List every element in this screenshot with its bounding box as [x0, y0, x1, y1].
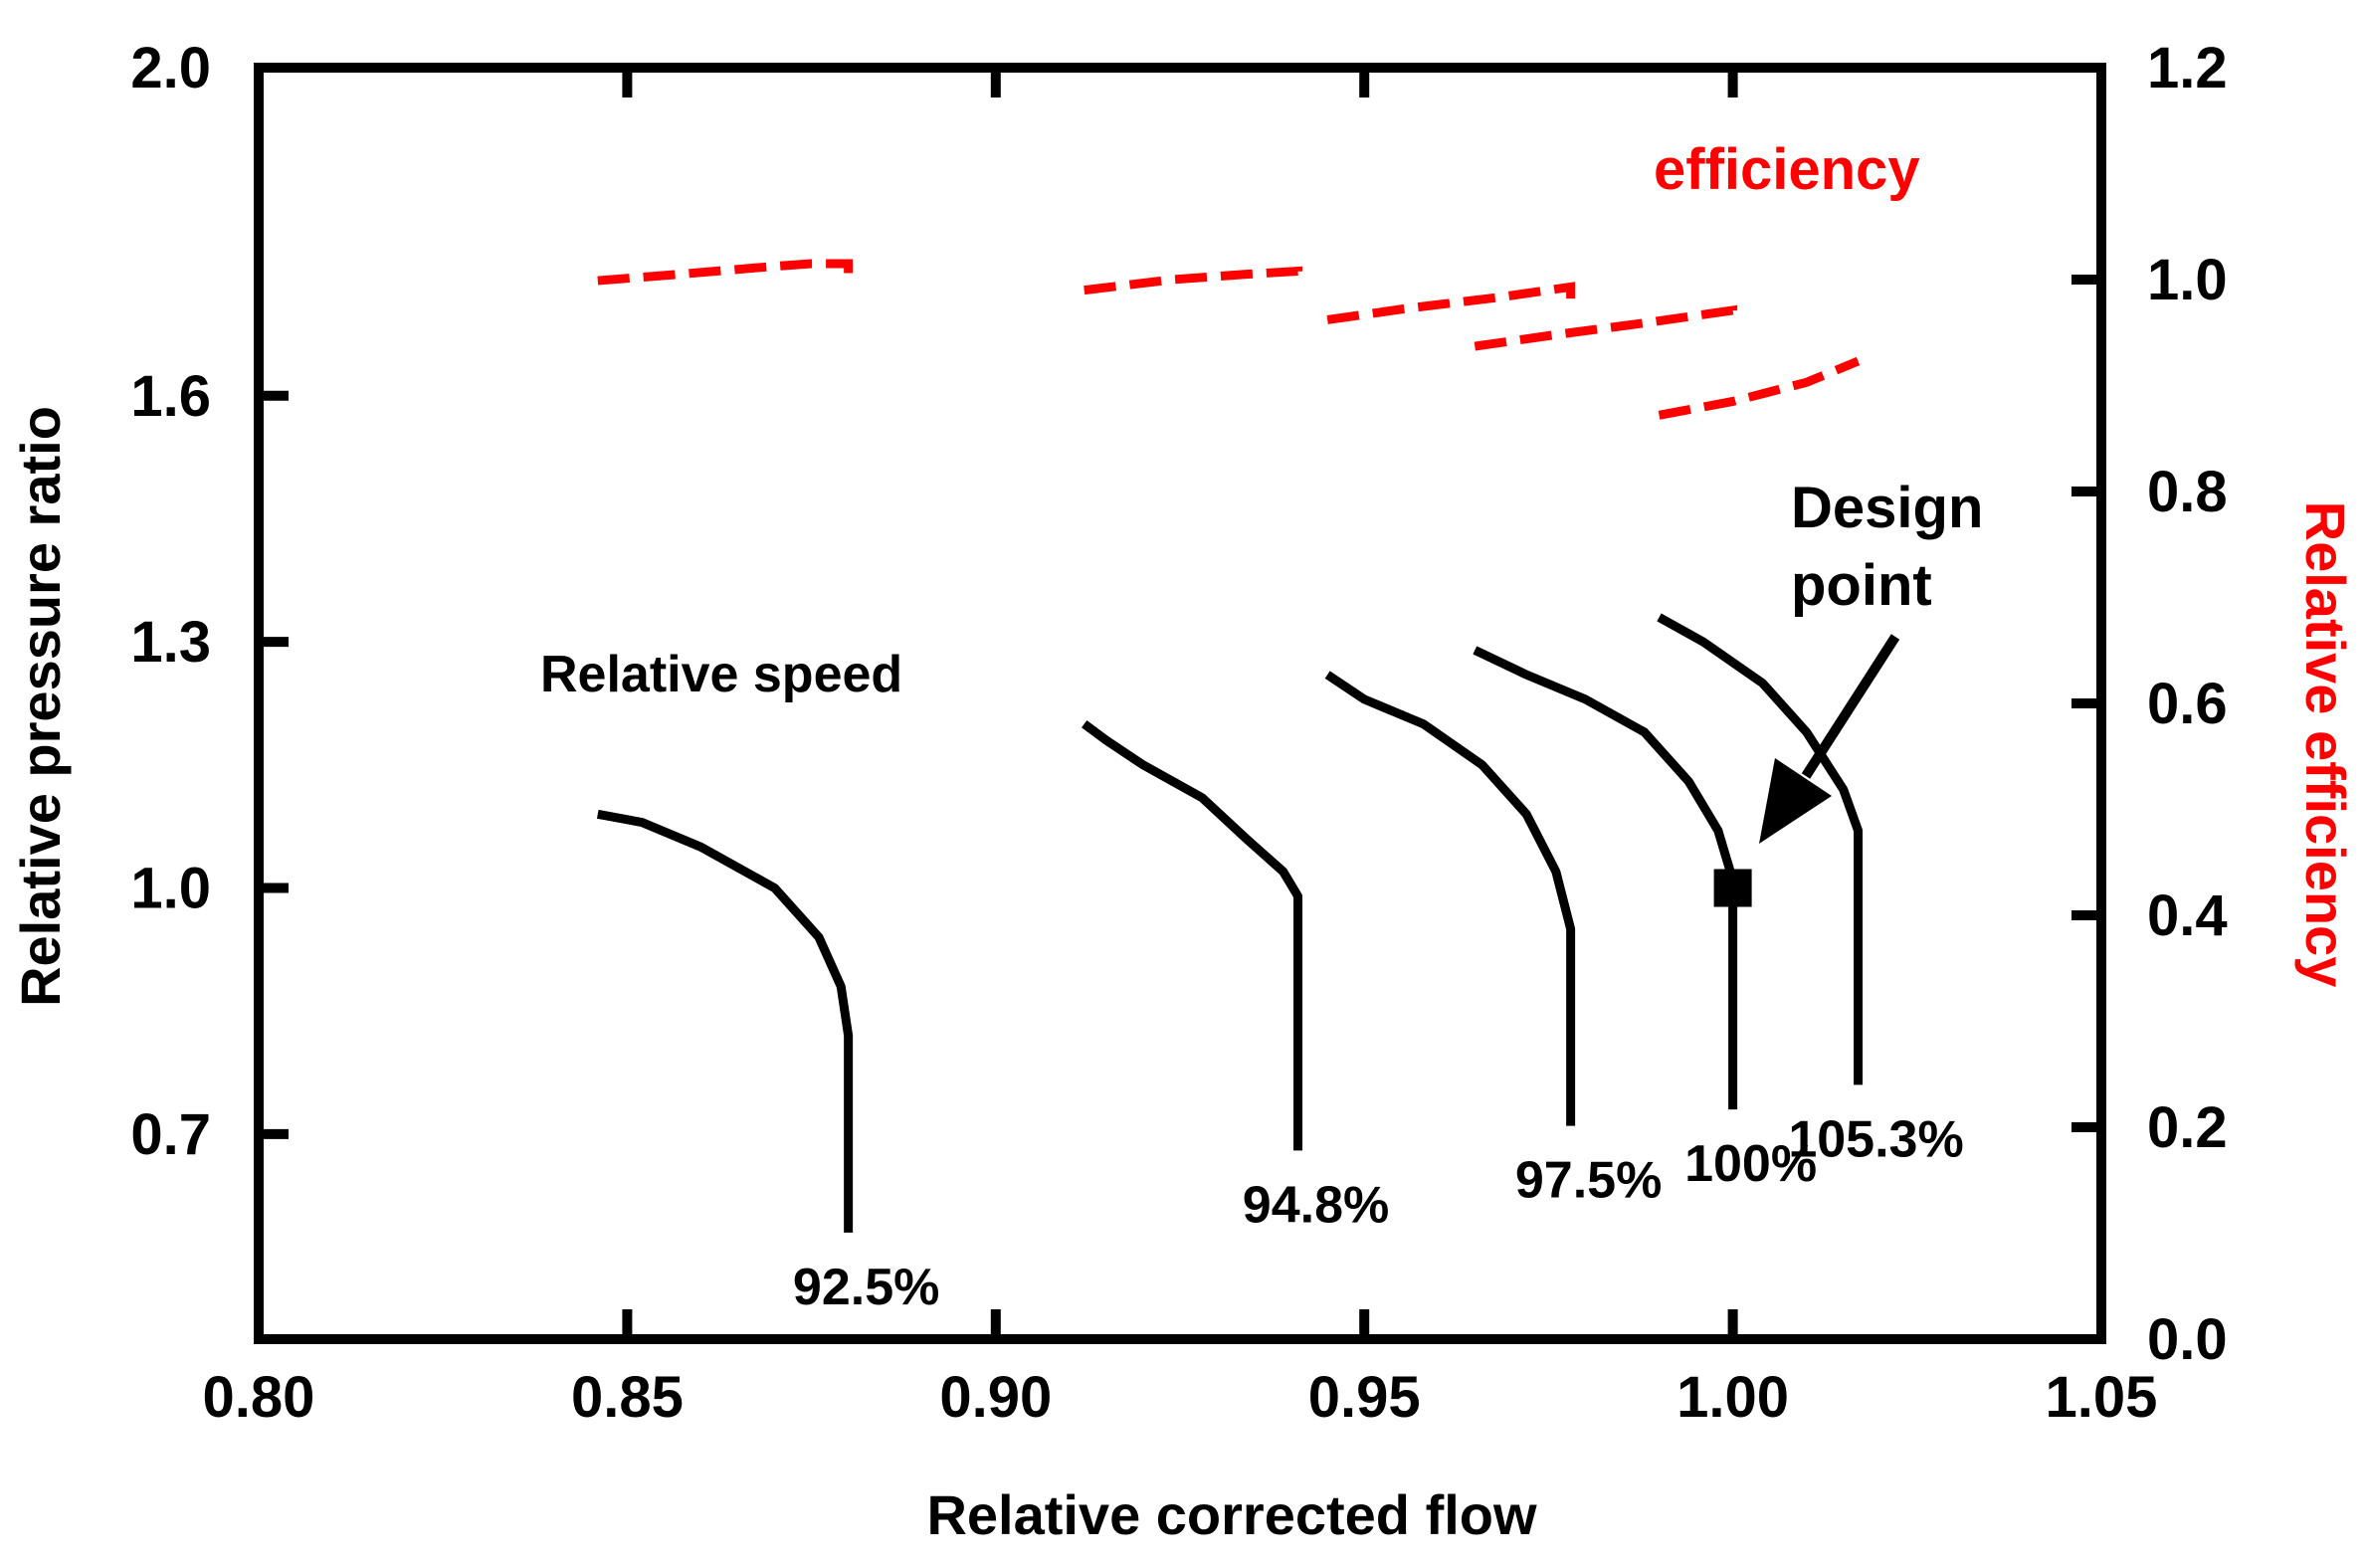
y2-tick-label: 0.4	[2147, 883, 2228, 948]
axes: 0.80 0.85 0.90 0.95 1.00 1.05 0.7 1.0 1.3 1.6 2.0 0…	[130, 36, 2227, 1430]
speed-label-3: 97.5%	[1515, 1152, 1662, 1210]
y2-tick-label: 1.2	[2147, 36, 2228, 100]
x-tick-label: 0.90	[939, 1365, 1052, 1430]
y-tick-label: 1.0	[130, 857, 211, 921]
efficiency-line-4	[1474, 304, 1738, 351]
speed-line-3	[1324, 671, 1576, 1126]
efficiency-line-3	[1326, 282, 1576, 324]
x-axis-title: Relative corrected flow	[926, 1483, 1537, 1546]
y2-tick-label: 0.0	[2147, 1307, 2228, 1372]
x-tick-label: 0.95	[1308, 1365, 1421, 1430]
design-point-annotation-line1: Design	[1791, 476, 1983, 540]
design-point-marker	[1713, 869, 1752, 907]
x-tick-label: 0.85	[571, 1365, 684, 1430]
efficiency-line-1	[597, 259, 854, 286]
x-tick-label: 1.05	[2046, 1365, 2158, 1430]
efficiency-annotation: efficiency	[1654, 137, 1920, 202]
y-tick-label: 1.6	[130, 364, 211, 429]
design-point-arrow	[1759, 634, 1900, 844]
speed-label-2: 94.8%	[1243, 1176, 1389, 1234]
y2-tick-label: 0.2	[2147, 1095, 2228, 1160]
speed-label-1: 92.5%	[793, 1259, 939, 1316]
y2-tick-label: 0.6	[2147, 672, 2228, 736]
y2-tick-label: 0.8	[2147, 460, 2228, 524]
design-point-annotation-line2: point	[1791, 553, 1932, 618]
y-tick-label: 2.0	[130, 36, 211, 100]
y-axis-title: Relative pressure ratio	[9, 406, 72, 1007]
speed-label-5: 105.3%	[1788, 1110, 1963, 1168]
efficiency-line-5	[1658, 356, 1861, 420]
y2-tick-label: 1.0	[2147, 248, 2228, 312]
speed-line-2	[1082, 719, 1303, 1151]
y2-axis-title: Relative efficiency	[2294, 501, 2357, 988]
y-tick-label: 1.3	[130, 610, 211, 675]
speed-line-5	[1657, 613, 1864, 1085]
x-tick-label: 0.80	[203, 1365, 315, 1430]
x-tick-label: 1.00	[1677, 1365, 1789, 1430]
speed-line-1	[596, 809, 854, 1233]
plot-area: 92.5% 94.8% 97.5% 100%105.3%	[596, 259, 1964, 1316]
efficiency-line-2	[1084, 266, 1303, 295]
y-tick-label: 0.7	[130, 1102, 211, 1167]
relative-speed-annotation: Relative speed	[540, 646, 902, 703]
speed-label-4: 100%	[1684, 1135, 1817, 1193]
